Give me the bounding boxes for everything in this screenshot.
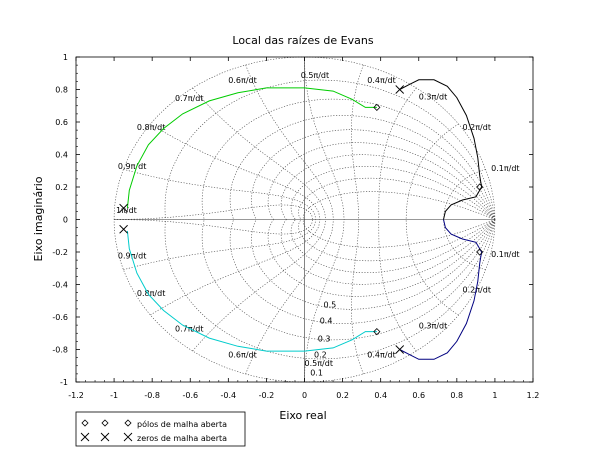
x-tick-label: 0.8 [450, 391, 463, 400]
x-axis-label: Eixo real [279, 409, 326, 422]
pole-marker [373, 328, 381, 336]
grid-frequency-curve [123, 169, 317, 220]
y-tick-label: 1 [63, 53, 68, 62]
pole-marker [373, 103, 381, 111]
grid-layer: 0.1π/dt 0.2π/dt 0.3π/dt 0.4π/dt 0.5π/dt 0.6π/… [113, 56, 520, 383]
y-tick-label: 0 [63, 216, 68, 225]
grid-frequency-curve [405, 123, 459, 220]
locus-branch [126, 87, 377, 209]
x-tick-label: -1 [110, 391, 118, 400]
grid-frequency-label: 0.2π/dt [463, 123, 491, 132]
x-tick-label: -0.6 [182, 391, 198, 400]
x-tick-label: -0.2 [259, 391, 275, 400]
grid-frequency-label: 0.9π/dt [118, 252, 146, 261]
grid-frequency-label: 0.8π/dt [137, 123, 165, 132]
zero-marker [119, 224, 128, 234]
grid-damping-label: 0.1 [310, 369, 323, 378]
grid-frequency-curve [351, 219, 364, 375]
y-tick-label: -1 [60, 378, 68, 387]
locus-branch [399, 251, 483, 360]
grid-frequency-curve [351, 64, 364, 220]
grid-frequency-curve [192, 87, 326, 220]
x-tick-label: -0.4 [220, 391, 236, 400]
y-tick-label: 0.2 [55, 183, 68, 192]
series-layer [126, 79, 483, 360]
legend-markers [80, 419, 133, 442]
grid-damping-label: 0.4 [320, 317, 333, 326]
grid-frequency-label: 0.7π/dt [175, 94, 203, 103]
y-tick-label: 0.4 [55, 151, 68, 160]
grid-frequency-label: 0.4π/dt [367, 76, 395, 85]
y-axis-label: Eixo imaginário [32, 176, 45, 261]
zero-marker [123, 432, 133, 442]
y-tick-label: -0.6 [52, 313, 68, 322]
grid-frequency-label: 0.8π/dt [137, 289, 165, 298]
x-tick-label: -1.2 [68, 391, 84, 400]
grid-frequency-curve [443, 169, 486, 220]
legend-entry-zeros: zeros de malha aberta [137, 434, 227, 443]
grid-frequency-label: 0.7π/dt [175, 325, 203, 334]
grid-frequency-label: 0.3π/dt [419, 92, 447, 101]
pole-marker [476, 183, 484, 191]
grid-frequency-label: 0.9π/dt [118, 162, 146, 171]
y-tick-label: 0.8 [55, 86, 68, 95]
y-tick-label: -0.2 [52, 248, 68, 257]
pole-marker [124, 419, 132, 427]
zero-marker [395, 345, 405, 354]
grid-damping-label: 0.5 [324, 300, 337, 309]
grid-frequency-label: 0.4π/dt [367, 351, 395, 360]
pole-marker [81, 419, 89, 427]
legend: pólos de malha aberta zeros de malha abe… [75, 411, 246, 447]
x-tick-label: 0.6 [412, 391, 425, 400]
zero-marker [395, 85, 405, 94]
chart-title: Local das raízes de Evans [232, 34, 373, 47]
pole-marker [101, 419, 109, 427]
x-tick-label: 0 [302, 391, 307, 400]
pole-marker [476, 248, 484, 256]
x-tick-label: 0.4 [374, 391, 387, 400]
grid-frequency-label: 0.2π/dt [463, 286, 491, 295]
grid-damping-curve [251, 219, 496, 310]
x-tick-label: 1.2 [527, 391, 540, 400]
grid-frequency-curve [114, 219, 313, 235]
tick-layer: -1.2 -1 -0.8 -0.6 -0.4 -0.2 0 0.2 0.4 0.6 0.8 1 1.2-… [52, 53, 539, 400]
x-tick-label: 0.2 [336, 391, 349, 400]
grid-damping-label: 0.2 [314, 351, 327, 360]
grid-frequency-curve [114, 204, 313, 220]
grid-frequency-label: 0.1π/dt [491, 164, 519, 173]
y-tick-label: -0.8 [52, 346, 68, 355]
locus-branch [126, 230, 377, 352]
zero-marker [80, 432, 90, 442]
grid-frequency-label: 0.6π/dt [228, 351, 256, 360]
grid-frequency-curve [405, 219, 459, 316]
locus-branch [443, 219, 483, 253]
grid-damping-label: 0.3 [318, 334, 331, 343]
grid-frequency-curve [245, 219, 334, 375]
y-tick-label: -0.4 [52, 281, 68, 290]
marker-layer [119, 85, 484, 354]
grid-frequency-label: 0.5π/dt [301, 71, 329, 80]
grid-frequency-curve [192, 219, 326, 352]
locus-branch [399, 79, 483, 188]
grid-damping-curve [251, 129, 496, 220]
locus-branch [443, 186, 483, 220]
zero-marker [119, 203, 128, 213]
legend-box [75, 411, 246, 447]
grid-frequency-label: 0.6π/dt [228, 76, 256, 85]
grid-frequency-curve [245, 64, 334, 220]
legend-entry-poles: pólos de malha aberta [137, 419, 227, 429]
grid-damping-curve [290, 219, 496, 273]
zero-marker [100, 432, 110, 442]
grid-frequency-curve [443, 219, 486, 270]
grid-frequency-label: 0.5π/dt [305, 359, 333, 368]
grid-damping-curve [290, 166, 496, 220]
x-tick-label: 1 [492, 391, 497, 400]
grid-frequency-label: 0.3π/dt [419, 321, 447, 330]
grid-frequency-curve [123, 219, 317, 270]
x-tick-label: -0.8 [144, 391, 160, 400]
grid-frequency-label: 0.1π/dt [491, 250, 519, 259]
y-tick-label: 0.6 [55, 118, 68, 127]
